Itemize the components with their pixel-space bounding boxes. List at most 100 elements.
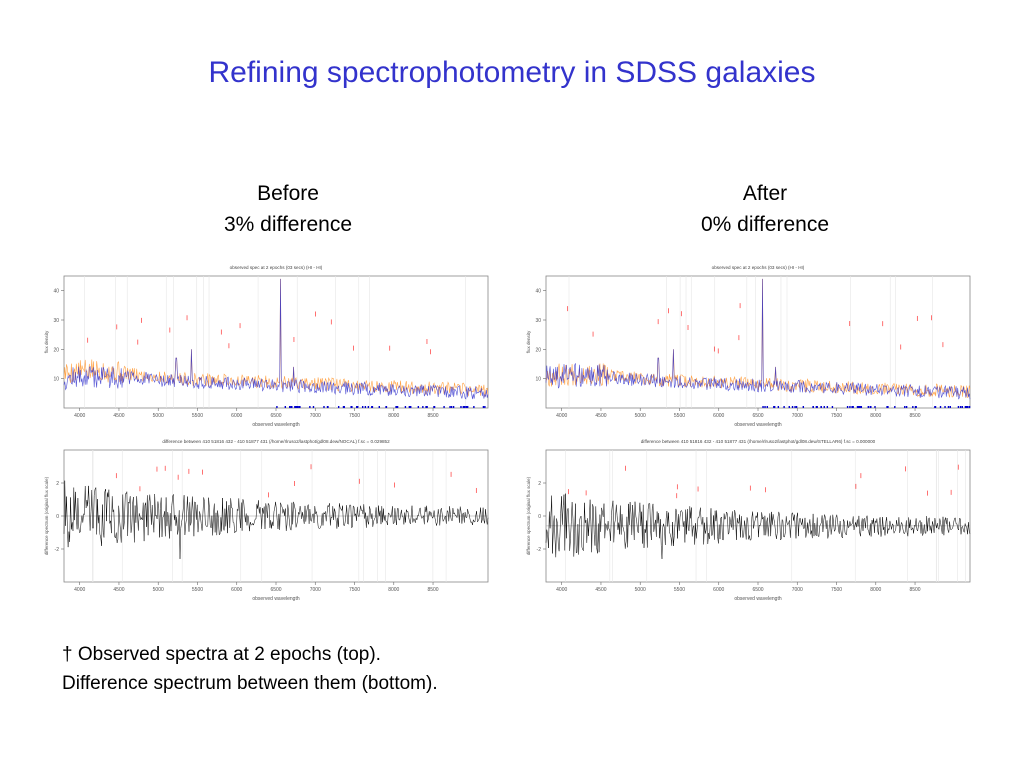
mask-mark <box>964 406 967 408</box>
y-tick-label: 10 <box>53 377 59 383</box>
mask-mark <box>342 406 345 408</box>
mask-mark <box>764 406 766 408</box>
mask-mark <box>409 406 412 408</box>
mask-mark <box>309 406 311 408</box>
mask-mark <box>791 406 794 408</box>
mask-mark <box>433 406 435 408</box>
mask-mark <box>367 406 370 408</box>
mask-mark <box>357 406 359 408</box>
x-tick-label: 8000 <box>388 587 399 593</box>
mask-mark <box>915 406 917 408</box>
slide-title: Refining spectrophotometry in SDSS galax… <box>208 56 816 89</box>
after-observed-panel: observed spec at 2 epochs (03 secs) (HI … <box>522 258 980 434</box>
mask-mark <box>788 406 790 408</box>
x-tick-label: 6000 <box>713 587 724 593</box>
mask-mark <box>484 406 486 408</box>
mask-mark <box>773 406 775 408</box>
mask-mark <box>449 406 451 408</box>
x-tick-label: 7500 <box>831 587 842 593</box>
mask-mark <box>350 406 352 408</box>
y-axis-label: flux density <box>526 330 531 353</box>
y-tick-label: 20 <box>535 347 541 353</box>
after-heading: After <box>742 182 788 205</box>
caption-line-1: † Observed spectra at 2 epochs (top). <box>62 644 381 665</box>
x-tick-label: 5000 <box>153 587 164 593</box>
mask-mark <box>968 406 970 408</box>
mask-mark <box>816 406 818 408</box>
mask-mark <box>831 406 834 408</box>
mask-mark <box>323 406 325 408</box>
x-tick-label: 6500 <box>752 587 763 593</box>
x-tick-label: 6000 <box>231 587 242 593</box>
mask-mark <box>460 406 462 408</box>
before-heading: Before <box>257 182 319 205</box>
mask-mark <box>826 406 829 408</box>
mask-mark <box>356 406 358 408</box>
mask-mark <box>777 406 780 408</box>
y-tick-label: -2 <box>537 547 542 553</box>
x-tick-label: 8500 <box>909 413 920 419</box>
chart-title: observed spec at 2 epochs (03 secs) (HI … <box>712 265 805 270</box>
mask-mark <box>783 406 785 408</box>
mask-mark <box>289 406 291 408</box>
mask-mark <box>417 406 420 408</box>
x-tick-label: 5500 <box>192 587 203 593</box>
x-tick-label: 8000 <box>388 413 399 419</box>
x-tick-label: 8500 <box>909 587 920 593</box>
x-tick-label: 6000 <box>231 413 242 419</box>
mask-mark <box>949 406 951 408</box>
mask-mark <box>886 406 888 408</box>
y-axis-label: difference spectrum (original flux scale… <box>44 476 49 555</box>
before-difference-panel: difference between 410 51816 432 - 410 5… <box>40 432 498 608</box>
y-tick-label: 40 <box>53 289 59 295</box>
mask-mark <box>870 406 872 408</box>
mask-mark <box>422 406 424 408</box>
mask-mark <box>959 406 962 408</box>
x-tick-label: 4500 <box>113 587 124 593</box>
mask-mark <box>284 406 287 408</box>
before-subheading: 3% difference <box>223 213 353 236</box>
mask-mark <box>298 406 300 408</box>
spectrum-series-1 <box>545 278 971 399</box>
mask-mark <box>766 406 769 408</box>
mask-mark <box>939 406 942 408</box>
mask-mark <box>912 406 914 408</box>
x-tick-label: 6500 <box>752 413 763 419</box>
mask-mark <box>851 406 853 408</box>
mask-mark <box>794 406 796 408</box>
mask-mark <box>947 406 950 408</box>
mask-mark <box>276 406 278 408</box>
x-tick-label: 7000 <box>310 413 321 419</box>
x-axis-label: observed wavelength <box>252 596 299 602</box>
x-tick-label: 7500 <box>349 587 360 593</box>
x-tick-label: 5000 <box>635 587 646 593</box>
mask-mark <box>905 406 908 408</box>
y-axis-label: difference spectrum (original flux scale… <box>526 476 531 555</box>
x-tick-label: 5000 <box>153 413 164 419</box>
x-tick-label: 7000 <box>792 413 803 419</box>
y-tick-label: 30 <box>53 318 59 324</box>
mask-mark <box>452 406 455 408</box>
mask-mark <box>860 406 862 408</box>
mask-mark <box>364 406 367 408</box>
mask-mark <box>385 406 388 408</box>
mask-mark <box>361 406 364 408</box>
chart-title: observed spec at 2 epochs (03 secs) (HI … <box>230 265 323 270</box>
x-tick-label: 8000 <box>870 587 881 593</box>
x-tick-label: 4000 <box>556 587 567 593</box>
x-tick-label: 7000 <box>792 587 803 593</box>
y-tick-label: 20 <box>53 347 59 353</box>
x-tick-label: 4500 <box>595 587 606 593</box>
mask-mark <box>820 406 822 408</box>
mask-mark <box>426 406 428 408</box>
x-tick-label: 5500 <box>674 587 685 593</box>
x-tick-label: 6000 <box>713 413 724 419</box>
x-tick-label: 4500 <box>595 413 606 419</box>
mask-mark <box>299 406 301 408</box>
x-axis-label: observed wavelength <box>252 422 299 428</box>
mask-mark <box>762 406 764 408</box>
before-observed-panel: observed spec at 2 epochs (03 secs) (HI … <box>40 258 498 434</box>
difference-series <box>545 493 971 559</box>
mask-mark <box>327 406 329 408</box>
mask-mark <box>312 406 315 408</box>
